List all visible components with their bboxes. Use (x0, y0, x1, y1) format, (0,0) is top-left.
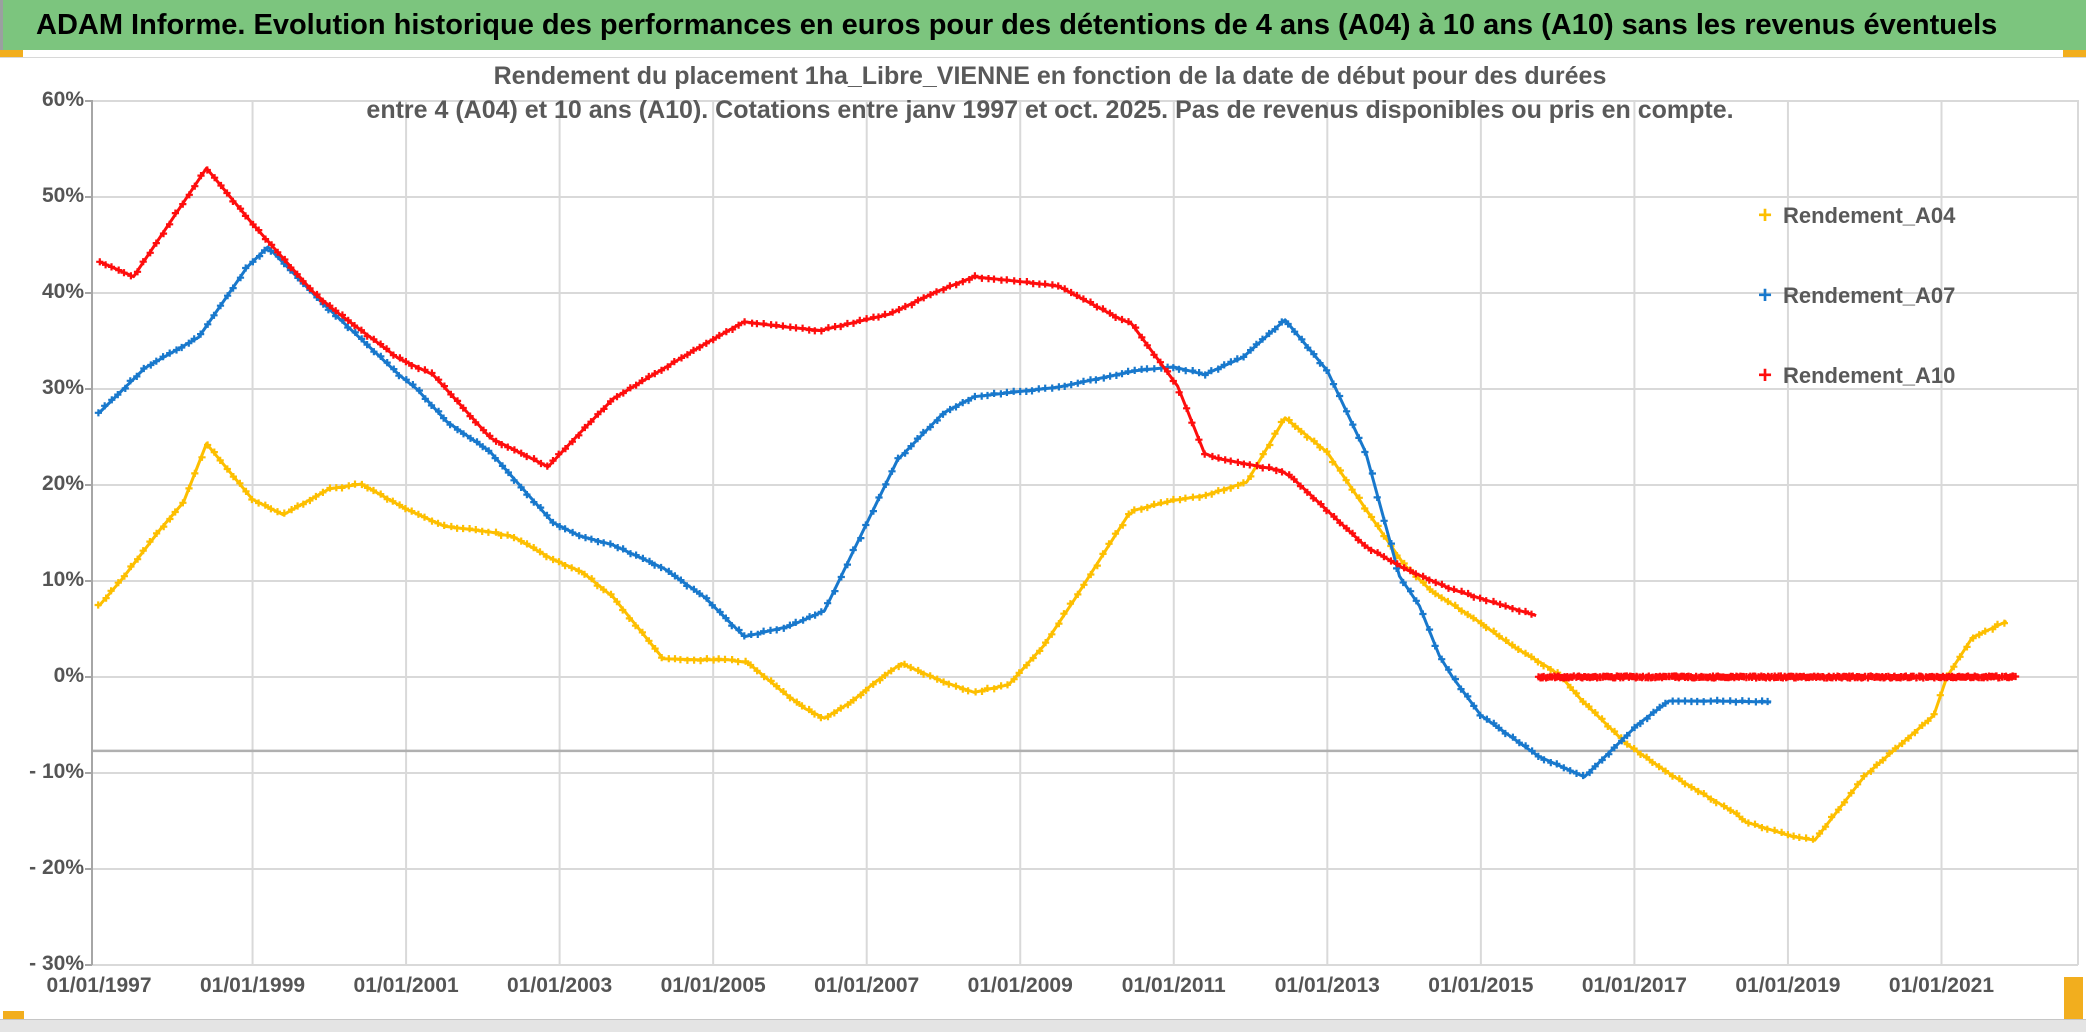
corner-marker-bottom-right (2064, 977, 2083, 1023)
y-axis-label: 40% (41, 280, 84, 303)
sheet-header-banner: ADAM Informe. Evolution historique des p… (0, 0, 2086, 50)
x-axis-label: 01/01/2019 (1735, 974, 1841, 997)
x-axis-label: 01/01/2009 (967, 974, 1073, 997)
series-markers-rendement_a10_zero_segment (1534, 672, 2020, 682)
sheet-header-title: ADAM Informe. Evolution historique des p… (36, 9, 1998, 41)
x-axis-label: 01/01/2015 (1428, 974, 1534, 997)
x-axis-label: 01/01/1999 (199, 974, 306, 997)
legend-label: Rendement_A04 (1783, 203, 1956, 228)
y-axis-label: - 20% (29, 856, 84, 879)
corner-marker-bottom-left (3, 1011, 24, 1019)
x-axis-label: 01/01/2001 (353, 974, 459, 997)
series-line-rendement_a04 (97, 416, 2008, 842)
x-axis-label: 01/01/2003 (507, 974, 613, 997)
legend-item-rendement_a10[interactable]: + Rendement_A10 (1753, 356, 1955, 396)
window-left-edge (0, 0, 3, 50)
series-line-rendement_a10 (98, 166, 1537, 617)
x-axis-label: 01/01/2011 (1121, 974, 1226, 997)
y-axis-label: - 30% (29, 952, 84, 975)
y-axis-label: 60% (41, 88, 84, 111)
x-axis-label: 01/01/2017 (1581, 974, 1687, 997)
x-axis-label: 01/01/2021 (1888, 974, 1995, 997)
legend-label: Rendement_A10 (1783, 363, 1956, 388)
y-axis-label: 30% (41, 376, 84, 399)
legend-plus-marker-icon: + (1757, 282, 1772, 309)
series-markers-rendement_a10 (96, 166, 1536, 618)
y-axis-label: - 10% (29, 760, 84, 783)
y-axis-label: 20% (41, 472, 84, 495)
legend-item-rendement_a07[interactable]: + Rendement_A07 (1753, 276, 1955, 316)
corner-marker-top-right (2063, 50, 2086, 58)
x-axis-label: 01/01/2005 (660, 974, 766, 997)
x-axis-label: 01/01/2013 (1274, 974, 1380, 997)
corner-marker-top-left (0, 50, 23, 58)
series-markers-rendement_a07 (94, 246, 1772, 780)
y-axis-label: 50% (41, 184, 84, 207)
series-line-rendement_a07 (97, 245, 1772, 779)
bottom-divider-line (0, 1019, 2086, 1020)
legend-label: Rendement_A07 (1783, 283, 1956, 308)
legend-plus-marker-icon: + (1757, 202, 1772, 229)
y-axis-label: 0% (53, 664, 84, 687)
header-divider-line (0, 57, 2086, 58)
x-axis-label: 01/01/1997 (46, 974, 152, 997)
y-axis-label: 10% (41, 568, 84, 591)
chart-title-line2: entre 4 (A04) et 10 ans (A10). Cotations… (366, 96, 1734, 124)
chart-title-line1: Rendement du placement 1ha_Libre_VIENNE … (493, 62, 1607, 90)
bottom-window-strip (0, 1020, 2086, 1032)
legend-item-rendement_a04[interactable]: + Rendement_A04 (1753, 196, 1955, 236)
x-axis-label: 01/01/2007 (814, 974, 920, 997)
legend-plus-marker-icon: + (1757, 362, 1772, 389)
series-markers-rendement_a04 (94, 416, 2008, 843)
